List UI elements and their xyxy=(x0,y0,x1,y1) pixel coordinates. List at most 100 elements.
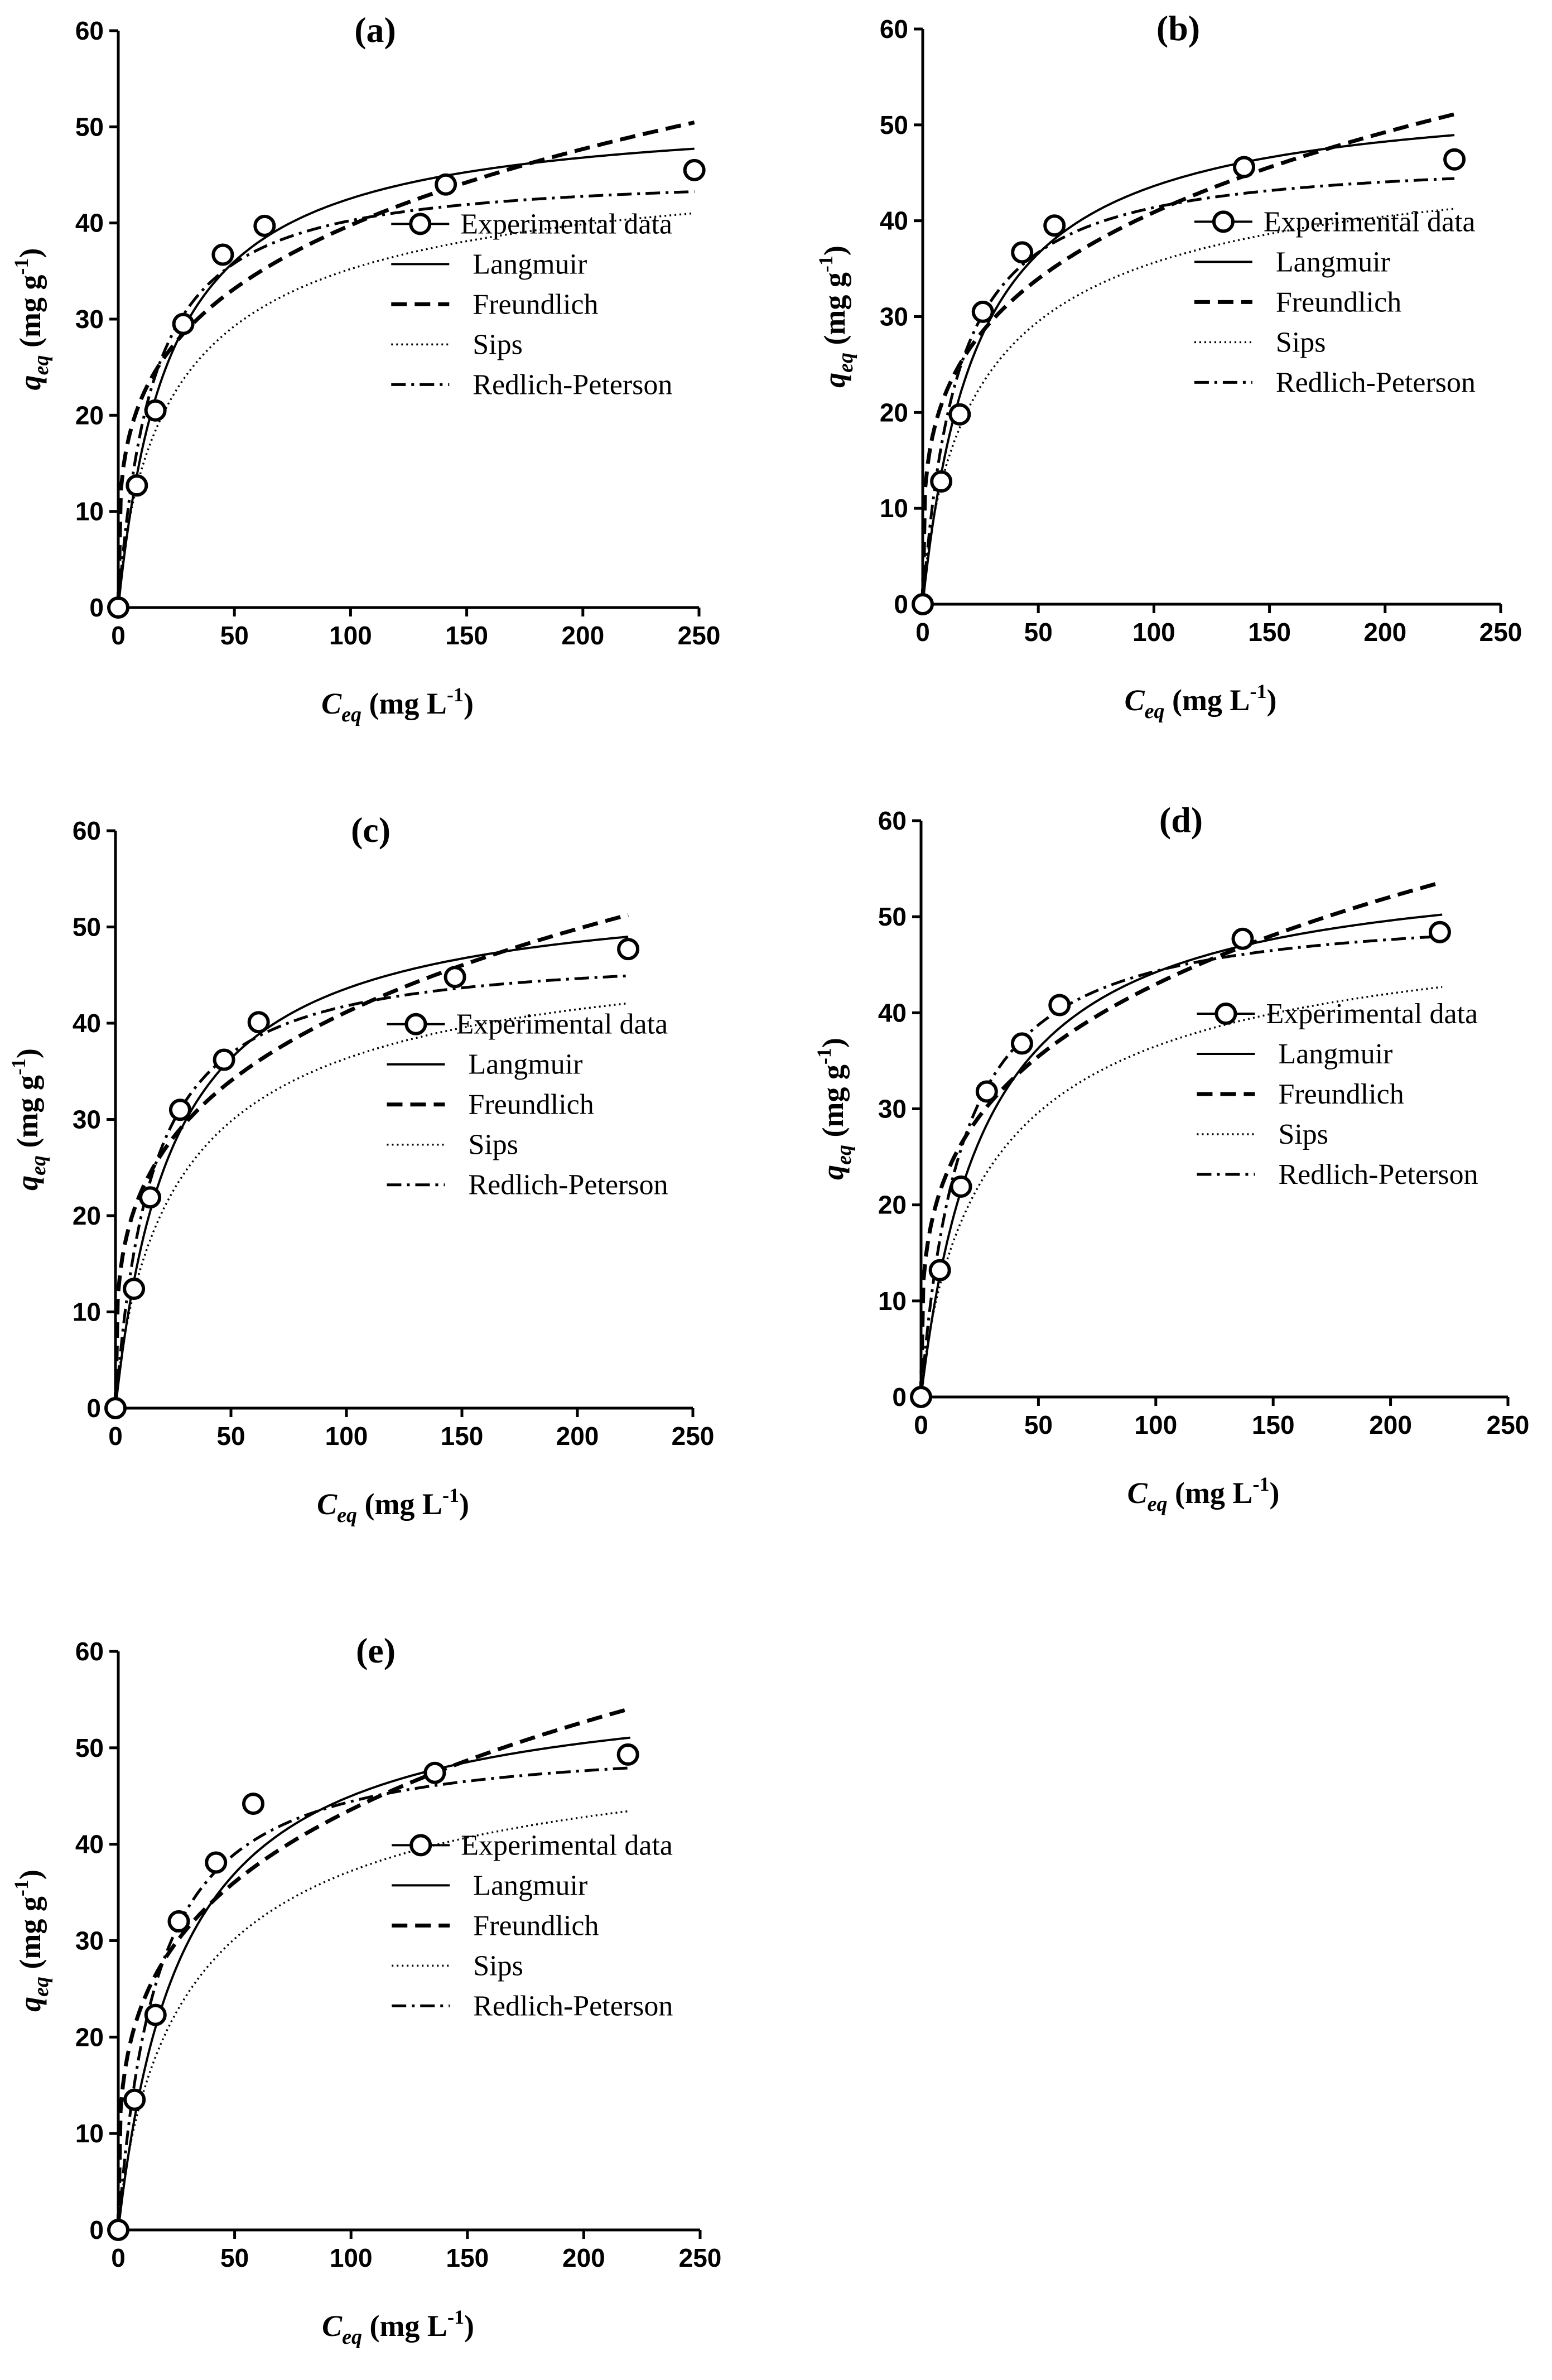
data-point xyxy=(1233,156,1256,179)
data-point xyxy=(247,1011,270,1034)
x-tick-label: 250 xyxy=(678,621,721,650)
data-point xyxy=(1428,921,1451,943)
legend-label: Experimental data xyxy=(461,1829,673,1861)
y-tick-label: 40 xyxy=(75,1830,104,1859)
legend-label: Freundlich xyxy=(473,288,598,320)
y-tick-label: 10 xyxy=(75,497,104,526)
legend-label: Sips xyxy=(473,1950,523,1982)
legend-label: Sips xyxy=(1278,1119,1328,1150)
panel-label: (c) xyxy=(351,810,391,850)
y-tick-label: 0 xyxy=(894,590,908,619)
legend-label: Redlich-Peterson xyxy=(473,1990,673,2022)
data-point xyxy=(948,403,971,426)
data-point xyxy=(139,1186,162,1209)
y-tick-label: 60 xyxy=(880,15,908,44)
curve-freundlich xyxy=(920,112,1455,605)
data-point xyxy=(1043,214,1066,237)
legend-label: Freundlich xyxy=(473,1910,599,1941)
legend-label: Langmuir xyxy=(473,248,587,280)
y-tick-label: 0 xyxy=(89,593,104,622)
y-tick-label: 20 xyxy=(880,398,908,427)
x-tick-label: 200 xyxy=(561,621,604,650)
x-tick-label: 100 xyxy=(329,621,372,650)
y-tick-label: 30 xyxy=(75,1926,104,1955)
data-point xyxy=(172,312,195,335)
y-tick-label: 30 xyxy=(75,305,104,334)
y-tick-label: 60 xyxy=(878,806,907,835)
legend-marker-circle xyxy=(404,1013,427,1035)
y-tick-label: 20 xyxy=(73,1201,101,1230)
x-tick-label: 250 xyxy=(1479,618,1522,647)
data-point xyxy=(213,1048,235,1071)
y-tick-label: 40 xyxy=(878,998,907,1027)
y-tick-label: 20 xyxy=(878,1191,907,1220)
x-tick-label: 150 xyxy=(445,621,488,650)
data-point xyxy=(167,1910,190,1933)
data-point xyxy=(253,214,276,237)
y-tick-label: 50 xyxy=(75,1733,104,1762)
data-point xyxy=(205,1851,228,1874)
data-point xyxy=(975,1080,998,1103)
legend-label: Freundlich xyxy=(1278,1078,1404,1110)
data-point xyxy=(1048,994,1071,1016)
x-tick-label: 200 xyxy=(556,1422,599,1451)
data-point xyxy=(1011,241,1034,264)
x-tick-label: 0 xyxy=(915,618,930,647)
x-tick-label: 200 xyxy=(562,2243,605,2272)
legend-marker-circle xyxy=(409,213,432,235)
curve-freundlich xyxy=(919,880,1443,1398)
data-point xyxy=(683,158,706,181)
legend-label: Experimental data xyxy=(456,1009,668,1040)
y-tick-label: 0 xyxy=(89,2215,104,2244)
y-axis-title: qeq (mg g-1) xyxy=(813,1038,856,1180)
data-point xyxy=(144,399,167,422)
data-point xyxy=(930,470,953,493)
y-axis-title: qeq (mg g-1) xyxy=(814,245,857,388)
data-point xyxy=(423,1761,446,1784)
curve-langmuir xyxy=(114,936,629,1409)
data-point xyxy=(107,596,129,619)
legend-label: Langmuir xyxy=(1276,246,1390,278)
data-point xyxy=(971,300,994,323)
y-tick-label: 40 xyxy=(880,206,908,235)
y-tick-label: 30 xyxy=(73,1105,101,1134)
curve-langmuir xyxy=(922,134,1455,605)
legend-label: Langmuir xyxy=(473,1870,587,1901)
x-tick-label: 0 xyxy=(914,1410,928,1439)
legend-marker-circle xyxy=(409,1834,432,1857)
data-point xyxy=(617,938,640,961)
curve-redlich-peterson xyxy=(919,934,1443,1398)
x-tick-label: 200 xyxy=(1369,1410,1412,1439)
panel-label: (e) xyxy=(356,1631,396,1670)
x-tick-label: 50 xyxy=(220,2243,249,2272)
y-tick-label: 30 xyxy=(880,302,908,331)
legend-label: Sips xyxy=(468,1129,518,1161)
x-tick-label: 100 xyxy=(1132,618,1175,647)
x-tick-label: 150 xyxy=(1252,1410,1295,1439)
data-point xyxy=(949,1175,972,1198)
chart-panel-d: 0 10 20 30 40 50 60 0 50 100 150 200 250 (d) Ceq (mg L… xyxy=(813,800,1529,1516)
curve-sips xyxy=(117,212,695,608)
x-axis-title: Ceq (mg L-1) xyxy=(1125,680,1277,723)
x-tick-label: 150 xyxy=(1248,618,1291,647)
data-point xyxy=(168,1099,191,1121)
curve-freundlich xyxy=(116,1707,631,2230)
data-point xyxy=(144,2003,167,2026)
y-tick-label: 60 xyxy=(75,16,104,45)
chart-panel-b: 0 10 20 30 40 50 60 0 50 100 150 200 250 (b) Ceq (mg L… xyxy=(814,8,1522,723)
legend-marker-circle xyxy=(1214,1003,1237,1025)
legend-label: Experimental data xyxy=(460,208,672,240)
x-tick-label: 50 xyxy=(1024,618,1053,647)
x-tick-label: 100 xyxy=(330,2243,373,2272)
y-tick-label: 10 xyxy=(73,1298,101,1327)
curve-langmuir xyxy=(920,913,1443,1398)
y-tick-label: 20 xyxy=(75,401,104,430)
data-point xyxy=(1231,927,1254,950)
data-point xyxy=(1010,1032,1033,1055)
panel-label: (d) xyxy=(1159,800,1203,840)
x-tick-label: 100 xyxy=(325,1422,368,1451)
y-axis-title: qeq (mg g-1) xyxy=(10,248,53,391)
legend-label: Langmuir xyxy=(1278,1038,1392,1070)
legend-label: Redlich-Peterson xyxy=(1276,367,1476,398)
data-point xyxy=(123,2088,146,2111)
